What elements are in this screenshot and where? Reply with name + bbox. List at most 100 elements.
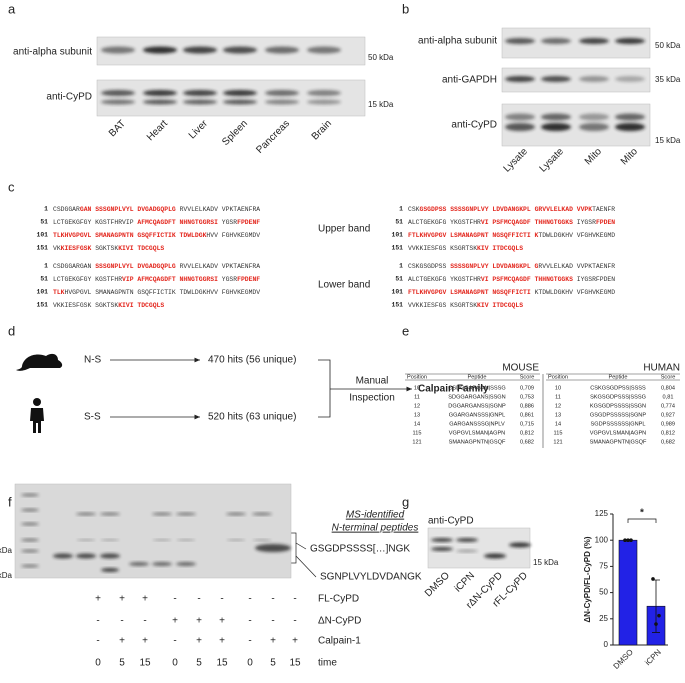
species-label: MOUSE	[502, 363, 539, 374]
band	[253, 539, 271, 541]
band	[21, 493, 39, 497]
condition-label: time	[318, 658, 337, 669]
cell: VGPGVLSMAN|AGPN	[590, 430, 646, 436]
significance-bracket	[627, 518, 657, 523]
condition-sign: -	[173, 636, 176, 647]
step-label: Inspection	[349, 393, 395, 404]
cell: 0,715	[520, 421, 534, 427]
sequence-line: VKKIESFGSK SGKTSKKIVI TDCGQLS	[53, 302, 164, 309]
sequence-line: FTLKHVGPGV LSMANAGPNT NGSQFFICTI KTDWLDG…	[408, 289, 615, 296]
y-tick-label: 25	[599, 614, 608, 623]
cell: SKGSGDPSSS|SSSG	[590, 394, 646, 400]
condition-sign: 15	[289, 658, 301, 669]
condition-sign: -	[120, 616, 123, 627]
sequence-segment: HVV FGHVKEGMDV	[206, 232, 260, 239]
band	[579, 38, 609, 44]
band	[456, 549, 478, 553]
lane-label: Heart	[145, 118, 170, 143]
sequence-segment: KTDWLDGKHV VFGHVKEGMD	[531, 289, 616, 296]
condition-sign: 0	[95, 658, 101, 669]
lane-label: Mito	[619, 146, 640, 167]
lane-label: BAT	[107, 118, 128, 139]
band	[101, 539, 119, 541]
panel-label: c	[8, 179, 15, 194]
x-tick-label: DMSO	[612, 648, 635, 671]
cell: SDGGARGANS|SSGN	[448, 394, 505, 400]
sequence-segment: FTLKHVGPGV LSMANAGPNT NGSQFFICTI	[408, 289, 531, 296]
band	[21, 508, 39, 512]
hits-label: 520 hits (63 unique)	[208, 412, 296, 423]
condition-sign: -	[293, 616, 296, 627]
cell: CSDGGARGAN|SSSG	[448, 385, 505, 391]
band	[177, 539, 195, 541]
blot	[96, 79, 366, 117]
sequence-segment: CSK	[408, 206, 420, 213]
bar	[618, 539, 638, 646]
band-label: Lower band	[318, 280, 370, 291]
condition-sign: 5	[270, 658, 276, 669]
band	[484, 553, 506, 559]
condition-sign: -	[96, 616, 99, 627]
band	[227, 539, 245, 541]
cell: 0,709	[520, 385, 534, 391]
species-label: HUMAN	[643, 363, 680, 374]
condition-sign: 15	[216, 658, 228, 669]
sequence-segment: GSGDPSS SSSSGNPLVY LDVDANGKPL GRVVLELKAD…	[420, 206, 593, 213]
lane-label: DMSO	[423, 570, 452, 599]
sequence-segment: IYGSR	[573, 219, 596, 226]
band	[307, 46, 341, 54]
band	[21, 564, 39, 568]
sequence-segment: RVVLELKADV VPKTAENFRA	[176, 206, 261, 213]
lane-label: Lysate	[502, 146, 531, 175]
band	[76, 512, 96, 516]
panel-label: d	[8, 323, 15, 338]
source-label: N-S	[84, 355, 102, 366]
mw-marker: 15 kDa	[368, 100, 394, 109]
band	[505, 123, 535, 131]
cell: 0,774	[661, 403, 675, 409]
condition-sign: -	[271, 594, 274, 605]
cell: 12	[555, 403, 561, 409]
sequence-segment: KIV ITDCGQLS	[477, 245, 523, 252]
lane-label: Mito	[583, 146, 604, 167]
sequence-segment: YGSR	[218, 276, 237, 283]
residue-number: 151	[36, 245, 48, 252]
data-point	[651, 577, 655, 581]
condition-sign: -	[248, 594, 251, 605]
cell: 115	[554, 430, 563, 436]
sequence-segment: TLK	[53, 289, 65, 296]
sequence-segment: VVKKIESFGS KSGRTSK	[408, 302, 477, 309]
condition-sign: 5	[196, 658, 202, 669]
band	[100, 512, 120, 516]
residue-number: 1	[399, 263, 403, 270]
band	[456, 538, 478, 542]
sequence-line: TLKHVGPGVL SMANAGPNTN GSQFFICTIK TDWLDGK…	[53, 289, 260, 296]
sequence-segment: KIVI TDCGQLS	[118, 245, 164, 252]
condition-label: Calpain-1	[318, 636, 361, 647]
band	[176, 562, 196, 566]
band	[226, 512, 246, 516]
cell: SMANAGPNTN|GSQF	[449, 439, 506, 445]
mw-marker: 15 kDa	[533, 558, 559, 567]
band	[152, 512, 172, 516]
callout-title: MS-identified	[346, 510, 405, 521]
residue-number: 151	[36, 302, 48, 309]
band	[615, 76, 645, 82]
sequence-segment: HVGPGVL SMANAGPNTN GSQFFICTIK TDWLDGKHVV…	[65, 289, 261, 296]
condition-sign: -	[248, 636, 251, 647]
cell: 11	[555, 394, 561, 400]
cell: 0,989	[661, 421, 675, 427]
sequence-segment: CSKGSGDPSS	[408, 263, 450, 270]
condition-sign: +	[119, 594, 125, 605]
cell: 10	[414, 385, 420, 391]
band	[541, 76, 571, 82]
y-tick-label: 125	[595, 509, 609, 518]
person-icon	[30, 398, 44, 433]
condition-sign: -	[173, 594, 176, 605]
condition-sign: -	[96, 636, 99, 647]
condition-sign: -	[220, 594, 223, 605]
sequence-segment: SSSGNPLVYL DVGADGQPLG	[95, 263, 176, 270]
sequence-line: ALCTGEKGFG YKGSTFHRVI PSFMCQAGDF THHNGTG…	[408, 219, 615, 226]
peptide-label: GSGDPSSSS[…]NGK	[310, 544, 410, 555]
sequence-segment: GAN SSSGNPLVYL DVGADGQPLG	[80, 206, 176, 213]
